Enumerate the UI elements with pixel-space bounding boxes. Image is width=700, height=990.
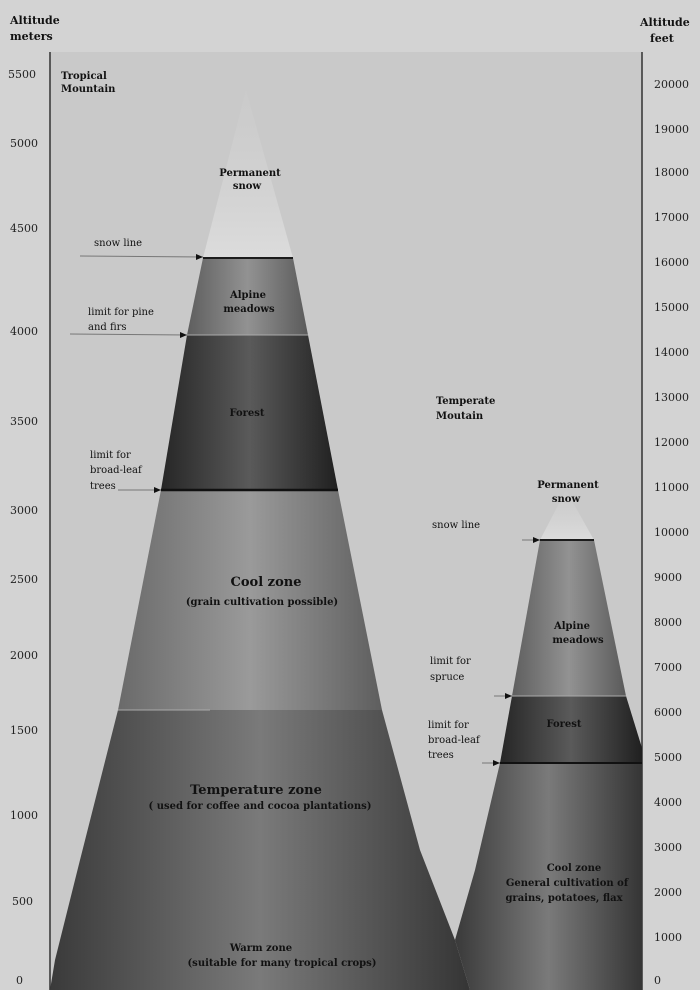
pointer-arrow	[493, 760, 500, 766]
right-tick: 0	[654, 974, 661, 987]
pointer-arrow	[180, 332, 187, 338]
pointer-arrow	[154, 487, 161, 493]
temperate-forest-label: Forest	[546, 719, 581, 730]
left-tick: 2500	[10, 573, 38, 586]
left-axis-title-1: Altitude	[9, 14, 60, 27]
pointer-arrow	[505, 693, 512, 699]
temperate-snow-label-2: snow	[552, 494, 581, 505]
right-tick: 10000	[654, 526, 689, 539]
temperate-broadleaf-label-1: limit for	[428, 720, 469, 731]
left-axis-title-2: meters	[10, 30, 53, 43]
temperate-cool-label-3: grains, potatoes, flax	[505, 893, 623, 904]
left-tick: 5500	[8, 68, 36, 81]
right-tick: 12000	[654, 436, 689, 449]
tropical-title-2: Mountain	[61, 84, 116, 95]
left-tick: 5000	[10, 137, 38, 150]
right-tick: 1000	[654, 931, 682, 944]
left-tick: 4500	[10, 222, 38, 235]
tropical-alpine-label-2: meadows	[223, 304, 275, 315]
left-tick: 4000	[10, 325, 38, 338]
tropical-warm-sub: (suitable for many tropical crops)	[187, 958, 376, 969]
tropical-snow-label-1: Permanent	[219, 168, 281, 179]
tropical-forest-label: Forest	[229, 408, 264, 419]
left-tick: 1500	[10, 724, 38, 737]
temperate-cool-zone	[455, 763, 642, 990]
tropical-mountain: Tropical Mountain Permanent snow snow li…	[50, 71, 470, 990]
temperate-title-1: Temperate	[436, 396, 495, 407]
tropical-forest-zone	[161, 335, 338, 490]
right-tick: 14000	[654, 346, 689, 359]
right-tick: 17000	[654, 211, 689, 224]
right-tick: 20000	[654, 78, 689, 91]
tropical-broadleaf-label-2: broad-leaf	[90, 465, 143, 476]
right-tick: 5000	[654, 751, 682, 764]
temperate-snow-label-1: Permanent	[537, 480, 599, 491]
temperate-snow-zone	[540, 490, 594, 540]
right-tick: 7000	[654, 661, 682, 674]
temperate-mountain: Temperate Moutain Permanent snow snow li…	[428, 396, 642, 990]
right-tick: 4000	[654, 796, 682, 809]
pointer-arrow	[196, 254, 203, 260]
pointer-arrow	[533, 537, 540, 543]
right-tick: 8000	[654, 616, 682, 629]
right-tick: 3000	[654, 841, 682, 854]
right-axis-ticks: 20000 19000 18000 17000 16000 15000 1400…	[654, 78, 689, 987]
tropical-warm-title: Warm zone	[229, 943, 292, 954]
right-tick: 15000	[654, 301, 689, 314]
temperate-alpine-label-2: meadows	[552, 635, 604, 646]
left-tick: 1000	[10, 809, 38, 822]
tropical-title-1: Tropical	[61, 71, 107, 82]
temperate-cool-label-2: General cultivation of	[506, 878, 629, 889]
temperate-alpine-label-1: Alpine	[553, 621, 590, 632]
tropical-broadleaf-label-3: trees	[90, 481, 116, 492]
tropical-snow-label-2: snow	[233, 181, 262, 192]
left-axis-ticks: 5500 5000 4500 4000 3500 3000 2500 2000 …	[8, 68, 38, 987]
tropical-snow-line-label: snow line	[94, 238, 142, 249]
pointer-line	[69, 333, 188, 336]
right-tick: 16000	[654, 256, 689, 269]
temperate-cool-label-1: Cool zone	[547, 863, 602, 874]
right-tick: 9000	[654, 571, 682, 584]
left-tick: 3500	[10, 415, 38, 428]
temperate-alpine-zone	[512, 540, 626, 696]
right-tick: 6000	[654, 706, 682, 719]
tropical-snow-zone	[203, 90, 293, 258]
temperate-title-2: Moutain	[436, 411, 484, 422]
tropical-temperature-zone	[50, 710, 470, 990]
temperate-spruce-label-2: spruce	[430, 672, 464, 683]
temperate-broadleaf-label-3: trees	[428, 750, 454, 761]
right-tick: 19000	[654, 123, 689, 136]
tropical-broadleaf-label-1: limit for	[90, 450, 131, 461]
tropical-temperature-sub: ( used for coffee and cocoa plantations)	[149, 801, 372, 812]
right-tick: 13000	[654, 391, 689, 404]
tropical-pine-label-1: limit for pine	[88, 307, 154, 318]
left-tick: 2000	[10, 649, 38, 662]
tropical-alpine-label-1: Alpine	[229, 290, 266, 301]
temperate-broadleaf-label-2: broad-leaf	[428, 735, 481, 746]
temperate-spruce-label-1: limit for	[430, 656, 471, 667]
right-tick: 11000	[654, 481, 689, 494]
right-axis-title-2: feet	[650, 32, 675, 45]
tropical-temperature-title: Temperature zone	[190, 783, 322, 798]
tropical-pine-label-2: and firs	[88, 322, 127, 333]
right-tick: 2000	[654, 886, 682, 899]
temperate-snow-line-label: snow line	[432, 520, 480, 531]
left-tick: 3000	[10, 504, 38, 517]
tropical-cool-zone	[118, 490, 382, 710]
right-axis-title-1: Altitude	[639, 16, 690, 29]
tropical-cool-sub: (grain cultivation possible)	[186, 597, 338, 608]
tropical-cool-title: Cool zone	[231, 575, 302, 590]
tropical-alpine-zone	[187, 258, 308, 335]
left-tick: 500	[12, 895, 33, 908]
pointer-line	[79, 255, 204, 258]
temperate-forest-zone	[500, 696, 642, 763]
left-tick: 0	[16, 974, 23, 987]
right-tick: 18000	[654, 166, 689, 179]
